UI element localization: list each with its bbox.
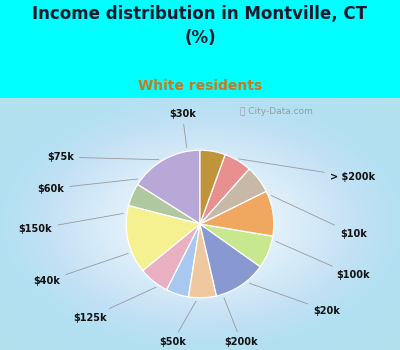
Text: > $200k: > $200k — [239, 159, 375, 182]
Text: $20k: $20k — [250, 283, 340, 316]
Text: $75k: $75k — [47, 152, 159, 162]
Wedge shape — [200, 169, 266, 224]
Wedge shape — [188, 224, 216, 298]
Text: $10k: $10k — [271, 196, 367, 239]
Text: $50k: $50k — [159, 301, 196, 347]
Wedge shape — [126, 205, 200, 271]
Text: $150k: $150k — [19, 214, 123, 234]
Text: $200k: $200k — [224, 298, 258, 347]
Wedge shape — [200, 191, 274, 236]
Text: $60k: $60k — [37, 179, 138, 194]
Text: $30k: $30k — [169, 109, 196, 148]
Wedge shape — [143, 224, 200, 290]
Text: White residents: White residents — [138, 79, 262, 93]
Wedge shape — [200, 224, 260, 296]
Text: $40k: $40k — [33, 253, 128, 286]
Wedge shape — [200, 224, 273, 267]
Wedge shape — [167, 224, 200, 297]
Wedge shape — [138, 150, 200, 224]
Wedge shape — [200, 150, 225, 224]
Wedge shape — [128, 184, 200, 224]
Text: $100k: $100k — [276, 241, 370, 280]
Text: Ⓢ City-Data.com: Ⓢ City-Data.com — [240, 107, 313, 116]
Text: $125k: $125k — [73, 287, 156, 322]
Text: Income distribution in Montville, CT
(%): Income distribution in Montville, CT (%) — [32, 5, 368, 47]
Wedge shape — [200, 155, 249, 224]
